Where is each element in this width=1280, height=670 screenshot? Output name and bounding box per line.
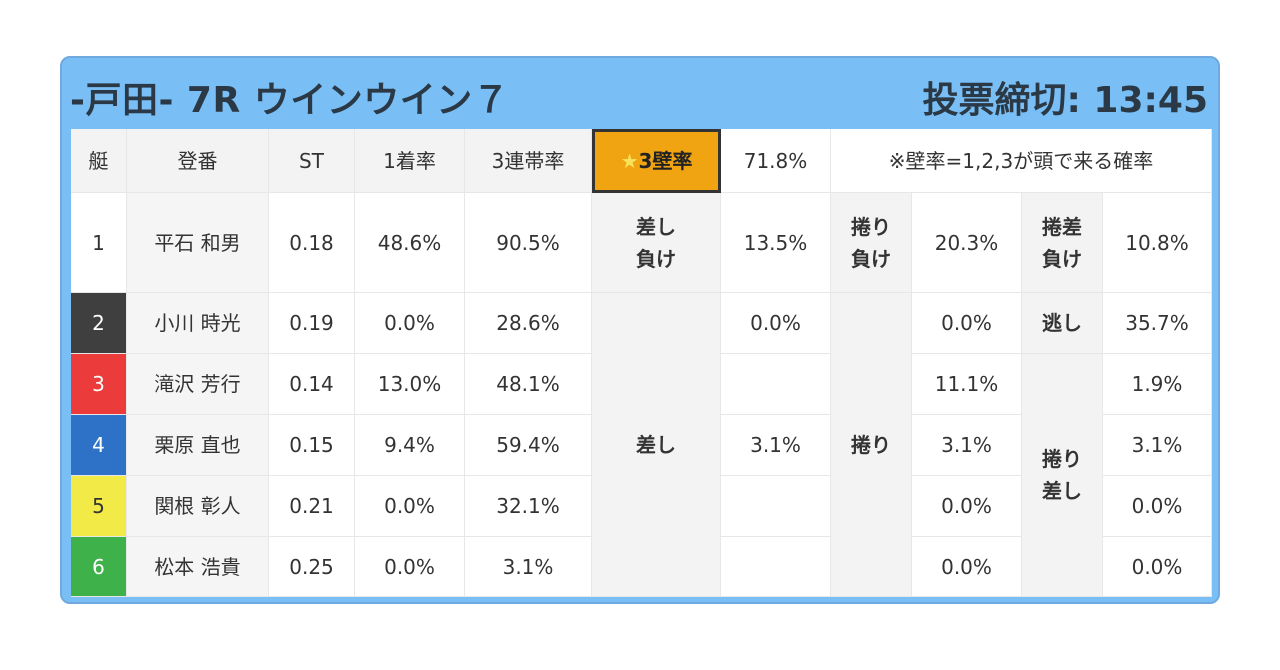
racer-name: 滝沢 芳行 — [127, 354, 269, 415]
col-header-first-rate: 1着率 — [355, 129, 465, 193]
racer-top3-rate: 59.4% — [465, 415, 592, 476]
makurisashi-make-value: 10.8% — [1103, 193, 1212, 293]
wall-rate-label: 3壁率 — [638, 149, 693, 173]
racer-name: 栗原 直也 — [127, 415, 269, 476]
racer-st: 0.19 — [269, 293, 355, 354]
makuri-value: 11.1% — [912, 354, 1022, 415]
col-header-top3-rate: 3連帯率 — [465, 129, 592, 193]
sashi-make-label: 差し 負け — [592, 193, 721, 293]
label-line: 捲り — [1042, 447, 1082, 471]
sashi-value: 3.1% — [721, 415, 831, 476]
makurisashi-value: 1.9% — [1103, 354, 1212, 415]
racer-st: 0.21 — [269, 476, 355, 537]
col-header-name: 登番 — [127, 129, 269, 193]
label-line: 捲り — [851, 214, 891, 239]
boat-number-6: 6 — [71, 537, 127, 597]
makurisashi-value: 3.1% — [1103, 415, 1212, 476]
boat-number-4: 4 — [71, 415, 127, 476]
racer-first-rate: 48.6% — [355, 193, 465, 293]
col-header-boat: 艇 — [71, 129, 127, 193]
label-line: 負け — [1042, 246, 1082, 271]
racer-first-rate: 0.0% — [355, 293, 465, 354]
label-line: 差し — [636, 214, 676, 239]
star-icon: ★ — [620, 149, 639, 173]
makuri-label: 捲り — [831, 293, 912, 597]
racer-name: 松本 浩貴 — [127, 537, 269, 597]
nige-label: 逃し — [1022, 293, 1103, 354]
sashi-value — [721, 476, 831, 537]
label-line: 捲差 — [1042, 214, 1082, 239]
boat-number-3: 3 — [71, 354, 127, 415]
wall-rate-note: ※壁率=1,2,3が頭で来る確率 — [831, 129, 1212, 193]
racer-top3-rate: 32.1% — [465, 476, 592, 537]
racer-top3-rate: 3.1% — [465, 537, 592, 597]
racer-st: 0.18 — [269, 193, 355, 293]
makurisashi-value: 0.0% — [1103, 537, 1212, 597]
label-line: 負け — [636, 246, 676, 271]
sashi-value — [721, 537, 831, 597]
sashi-value: 0.0% — [721, 293, 831, 354]
racer-st: 0.15 — [269, 415, 355, 476]
racer-top3-rate: 48.1% — [465, 354, 592, 415]
sashi-make-value: 13.5% — [721, 193, 831, 293]
race-table: 艇 登番 ST 1着率 3連帯率 ★ 3壁率 71.8% ※壁率=1,2,3が頭で… — [71, 129, 1212, 597]
voting-deadline: 投票締切: 13:45 — [922, 80, 1208, 121]
racer-first-rate: 0.0% — [355, 476, 465, 537]
racer-name: 平石 和男 — [127, 193, 269, 293]
makuri-value: 0.0% — [912, 476, 1022, 537]
racer-st: 0.25 — [269, 537, 355, 597]
wall-rate-header[interactable]: ★ 3壁率 — [592, 129, 721, 193]
makurisashi-make-label: 捲差 負け — [1022, 193, 1103, 293]
racer-st: 0.14 — [269, 354, 355, 415]
racer-top3-rate: 90.5% — [465, 193, 592, 293]
label-line: 負け — [851, 246, 891, 271]
makuri-value: 0.0% — [912, 293, 1022, 354]
boat-number-5: 5 — [71, 476, 127, 537]
race-card: -戸田- 7R ウインウイン７ 投票締切: 13:45 艇 登番 ST 1着率 … — [60, 56, 1220, 604]
makuri-value: 3.1% — [912, 415, 1022, 476]
nige-value: 35.7% — [1103, 293, 1212, 354]
racer-first-rate: 13.0% — [355, 354, 465, 415]
makurisashi-label: 捲り 差し — [1022, 354, 1103, 597]
sashi-label: 差し — [592, 293, 721, 597]
racer-first-rate: 9.4% — [355, 415, 465, 476]
sashi-value — [721, 354, 831, 415]
wall-rate-value: 71.8% — [721, 129, 831, 193]
boat-number-2: 2 — [71, 293, 127, 354]
label-line: 差し — [1042, 479, 1082, 503]
race-title: -戸田- 7R ウインウイン７ — [70, 80, 510, 121]
racer-first-rate: 0.0% — [355, 537, 465, 597]
makuri-make-value: 20.3% — [912, 193, 1022, 293]
col-header-st: ST — [269, 129, 355, 193]
racer-name: 小川 時光 — [127, 293, 269, 354]
makuri-make-label: 捲り 負け — [831, 193, 912, 293]
racer-name: 関根 彰人 — [127, 476, 269, 537]
makurisashi-value: 0.0% — [1103, 476, 1212, 537]
makuri-value: 0.0% — [912, 537, 1022, 597]
racer-top3-rate: 28.6% — [465, 293, 592, 354]
boat-number-1: 1 — [71, 193, 127, 293]
